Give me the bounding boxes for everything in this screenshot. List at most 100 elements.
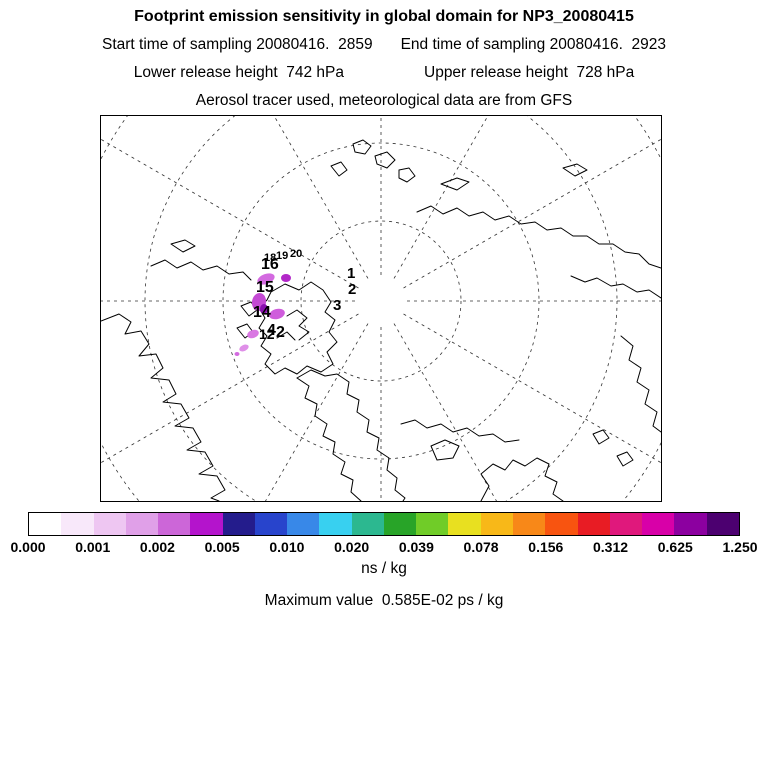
sensitivity-patch [234,352,240,356]
station-label: 14 [253,304,271,321]
graticule-meridian [393,323,497,501]
upper-release-text: Upper release height 728 hPa [424,64,635,81]
station-label: 4 [267,322,276,339]
coastline [430,439,460,461]
graticule-circle [300,220,462,382]
release-heights-line: Lower release height 742 hPa Upper relea… [0,64,768,82]
colorbar-tick: 0.005 [204,539,240,555]
sensitivity-patch [281,274,291,282]
station-label: 16 [261,256,279,273]
coastline [416,205,661,269]
lower-release-text: Lower release height 742 hPa [133,64,344,81]
colorbar-segment [29,513,62,535]
sensitivity-patches [234,273,291,356]
colorbar-segment [512,513,546,535]
coastline [620,335,661,433]
colorbar-tick: 0.001 [75,539,111,555]
colorbar-segment [190,513,223,535]
colorbar-segment [158,513,191,535]
colorbar-segment [480,513,513,535]
colorbar-segment [287,513,320,535]
colorbar-segment [674,513,707,535]
colorbar-segment [383,513,417,535]
graticule-circle [144,116,618,501]
colorbar-segment [125,513,159,535]
coastline [440,163,588,191]
graticule-meridian [393,116,489,279]
end-time-text: End time of sampling 20080416. 2923 [400,36,666,53]
coastline [296,377,362,501]
colorbar-tick: 0.039 [398,539,434,555]
max-value-line: Maximum value 0.585E-02 ps / kg [0,592,768,610]
colorbar-tick: 0.002 [139,539,175,555]
colorbar-segment [545,513,578,535]
graticule [101,116,661,501]
coastline [330,139,416,183]
colorbar-tick: 1.250 [722,539,758,555]
sensitivity-patch [269,308,285,320]
units-text: ns / kg [361,560,407,577]
colorbar-segment [319,513,352,535]
station-label: 2 [276,324,285,341]
coastline [150,239,252,281]
colorbar-segment [351,513,384,535]
coastline [592,429,634,467]
colorbar-tick: 0.010 [269,539,305,555]
coastline [400,419,520,443]
sensitivity-patch [239,344,249,352]
graticule-meridian [273,116,369,279]
coastline [570,275,661,299]
colorbar-tick: 0.156 [528,539,564,555]
colorbar-tick: 0.625 [657,539,693,555]
polar-map: 1 2 3 16 15 14 4 2 12 18 19 20 [100,115,662,502]
colorbar-segment [706,513,739,535]
station-label: 18 [264,252,276,264]
graticule-meridian [403,313,661,464]
colorbar-tick: 0.078 [463,539,499,555]
colorbar-area: 0.000 0.001 0.002 0.005 0.010 0.020 0.039 0.078… [10,512,758,557]
graticule-meridian [265,323,369,501]
graticule-meridian [403,138,661,289]
coastline [296,369,406,501]
coastline [480,457,564,501]
sampling-times-line: Start time of sampling 20080416. 2859 En… [0,36,768,54]
start-time-text: Start time of sampling 20080416. 2859 [102,36,373,53]
graticule-meridian [101,313,359,464]
coastline [258,281,338,375]
station-label: 3 [333,297,341,314]
sensitivity-patch [260,304,268,314]
colorbar-segment [254,513,288,535]
sensitivity-patch [257,273,275,285]
coastlines [101,139,661,501]
colorbar-segment [222,513,255,535]
station-label: 2 [348,281,356,298]
colorbar-segment [577,513,610,535]
coastline [101,313,226,501]
tracer-line: Aerosol tracer used, meteorological data… [0,92,768,110]
coastline [276,309,310,341]
colorbar-tick: 0.312 [593,539,629,555]
figure-title: Footprint emission sensitivity in global… [134,8,634,25]
tracer-text: Aerosol tracer used, meteorological data… [195,92,573,109]
station-label: 1 [347,265,355,282]
colorbar-tick: 0.020 [334,539,370,555]
station-label: 20 [290,248,302,260]
graticule-meridian [101,138,359,289]
station-label: 19 [276,250,288,262]
colorbar-segment [448,513,481,535]
colorbar-tick: 0.000 [10,539,46,555]
colorbar [28,512,740,536]
colorbar-segment [642,513,675,535]
colorbar-segment [61,513,94,535]
colorbar-units: ns / kg [0,560,768,578]
colorbar-segment [609,513,643,535]
max-value-text: Maximum value 0.585E-02 ps / kg [264,592,504,609]
sensitivity-patch [247,329,259,339]
colorbar-ticks: 0.000 0.001 0.002 0.005 0.010 0.020 0.039 0.078… [10,539,757,557]
colorbar-segment [416,513,449,535]
station-label: 15 [256,279,274,296]
graticule-circle [222,142,540,460]
colorbar-segment [93,513,126,535]
